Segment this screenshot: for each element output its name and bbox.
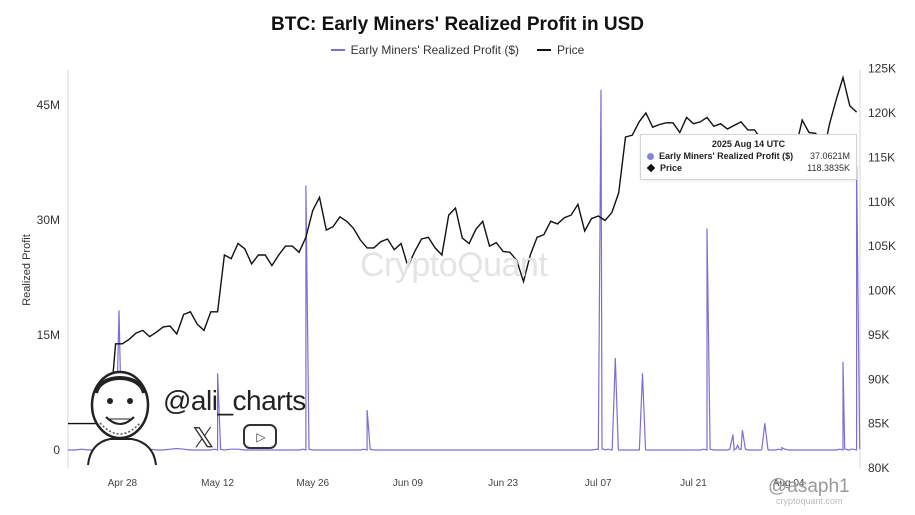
y-tick-label-right: 125K: [868, 62, 896, 76]
chart-tooltip: 2025 Aug 14 UTC Early Miners' Realized P…: [640, 134, 857, 180]
corner-watermark: @asaph1: [768, 476, 850, 497]
x-tick-label: May 12: [201, 478, 234, 489]
legend-item-profit[interactable]: Early Miners' Realized Profit ($): [330, 43, 519, 57]
x-tick-label: Aug 04: [773, 478, 805, 489]
x-tick-label: Apr 28: [108, 478, 138, 489]
tooltip-row-price: Price 118.3835K: [646, 163, 850, 173]
y-tick-label-right: 110K: [868, 195, 895, 209]
legend-swatch-price: [537, 49, 551, 51]
tooltip-label-price: Price: [660, 163, 683, 173]
tooltip-label-profit: Early Miners' Realized Profit ($): [659, 151, 794, 161]
y-tick-label-right: 100K: [868, 284, 896, 298]
legend-item-price[interactable]: Price: [537, 43, 584, 57]
legend-swatch-profit: [330, 49, 345, 51]
avatar-caricature: [87, 370, 157, 466]
x-tick-label: Jun 23: [488, 478, 518, 489]
x-tick-label: Jul 21: [680, 478, 707, 489]
chart-title: BTC: Early Miners' Realized Profit in US…: [271, 14, 644, 35]
x-tick-label: May 26: [296, 478, 329, 489]
y-tick-label-left: 0: [53, 443, 60, 457]
corner-source: cryptoquant.com: [776, 496, 843, 506]
tooltip-value-profit: 37.0621M: [809, 151, 850, 161]
youtube-logo-icon[interactable]: ▷: [243, 424, 277, 449]
x-tick-label: Jul 07: [585, 478, 612, 489]
legend-label-price: Price: [557, 43, 585, 57]
y-tick-label-right: 120K: [868, 106, 896, 120]
y-tick-label-right: 95K: [868, 328, 889, 342]
y-tick-label-right: 85K: [868, 417, 889, 431]
y-tick-label-right: 90K: [868, 372, 889, 386]
y-tick-label-left: 45M: [37, 98, 60, 112]
y-tick-label-right: 105K: [868, 239, 896, 253]
chart-legend: Early Miners' Realized Profit ($) Price: [0, 43, 915, 57]
y-tick-label-left: 15M: [37, 328, 60, 342]
tooltip-date: 2025 Aug 14 UTC: [711, 139, 786, 149]
x-logo-icon[interactable]: 𝕏: [192, 421, 215, 454]
y-tick-label-right: 80K: [868, 461, 889, 475]
author-handle: @ali_charts: [163, 385, 306, 416]
tooltip-row-profit: Early Miners' Realized Profit ($) 37.062…: [647, 151, 850, 161]
y-tick-label-left: 30M: [37, 213, 60, 227]
x-tick-label: Jun 09: [393, 478, 423, 489]
youtube-play-glyph: ▷: [256, 429, 266, 444]
tooltip-diamond-icon: [646, 163, 656, 173]
tooltip-value-price: 118.3835K: [807, 163, 850, 173]
y-tick-label-right: 115K: [868, 150, 895, 164]
price-series-line: [68, 74, 858, 425]
y-axis-title: Realized Profit: [21, 234, 33, 306]
profit-series-line: [68, 89, 861, 453]
cryptoquant-watermark: CryptoQuant: [360, 246, 548, 284]
legend-label-profit: Early Miners' Realized Profit ($): [350, 43, 519, 57]
tooltip-dot-icon: [647, 152, 654, 160]
